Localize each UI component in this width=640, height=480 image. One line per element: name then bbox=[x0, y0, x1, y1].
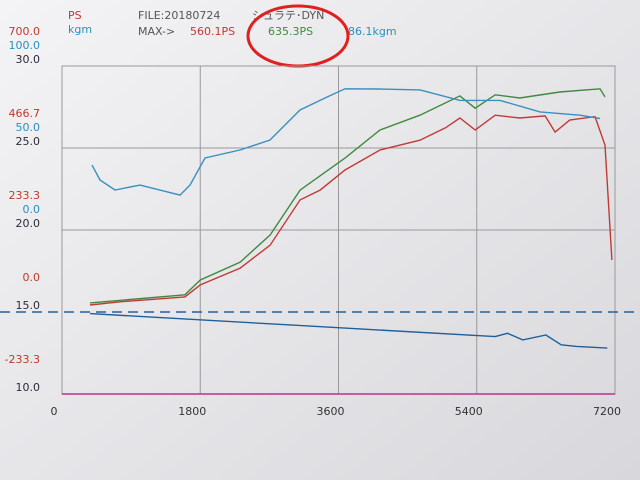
y-tick-label: 25.0 bbox=[16, 135, 41, 148]
y-tick-label: 100.0 bbox=[9, 39, 41, 52]
x-tick-label: 7200 bbox=[593, 405, 621, 418]
y-tick-label: 50.0 bbox=[16, 121, 41, 134]
series-line bbox=[91, 88, 601, 196]
y-tick-label: 0.0 bbox=[23, 271, 41, 284]
y-tick-label: 10.0 bbox=[16, 381, 41, 394]
unit-label: kgm bbox=[68, 23, 92, 36]
series-line bbox=[89, 312, 608, 349]
y-tick-label: 15.0 bbox=[16, 299, 41, 312]
series-line bbox=[89, 114, 613, 306]
max-label: MAX-> bbox=[138, 25, 175, 38]
x-tick-label: 1800 bbox=[178, 405, 206, 418]
y-tick-label: 20.0 bbox=[16, 217, 41, 230]
x-tick-label: 0 bbox=[51, 405, 58, 418]
max-value: 560.1PS bbox=[190, 25, 235, 38]
unit-label: PS bbox=[68, 9, 82, 22]
max-value: 635.3PS bbox=[268, 25, 313, 38]
y-tick-label: 30.0 bbox=[16, 53, 41, 66]
y-tick-label: 700.0 bbox=[9, 25, 41, 38]
y-tick-label: 233.3 bbox=[9, 189, 41, 202]
x-tick-label: 5400 bbox=[455, 405, 483, 418]
file-label: FILE:20180724 bbox=[138, 9, 220, 22]
y-tick-label: 0.0 bbox=[23, 203, 41, 216]
x-tick-label: 3600 bbox=[317, 405, 345, 418]
series-line bbox=[89, 88, 606, 304]
max-value: 86.1kgm bbox=[348, 25, 397, 38]
y-tick-label: -233.3 bbox=[5, 353, 40, 366]
y-tick-label: 466.7 bbox=[9, 107, 41, 120]
